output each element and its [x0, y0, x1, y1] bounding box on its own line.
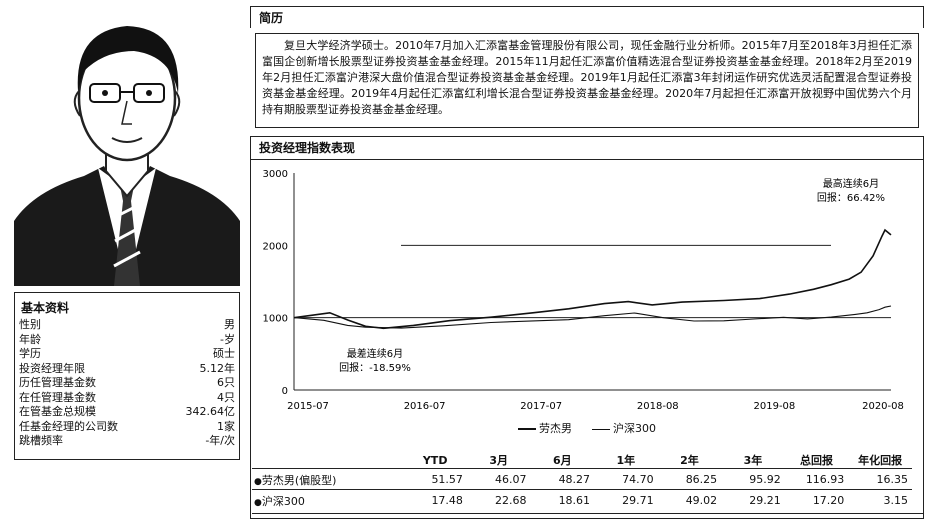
returns-header-row: YTD 3月 6月 1年 2年 3年 总回报 年化回报 — [252, 452, 912, 469]
info-value: 男 — [224, 318, 235, 331]
info-label: 历任管理基金数 — [19, 376, 96, 389]
info-value: -岁 — [220, 332, 235, 346]
x-tick-label: 2019-08 — [754, 401, 796, 412]
returns-header: 1年 — [616, 454, 636, 467]
returns-row: ●劳杰男(偏股型) 51.57 46.07 48.27 74.70 86.25 95.92 1… — [252, 468, 912, 490]
chart-legend: 劳杰男 沪深300 — [518, 420, 656, 436]
info-row: 性别 男 — [15, 318, 239, 333]
x-tick-label: 2018-08 — [637, 401, 679, 412]
returns-value: 29.21 — [749, 493, 781, 507]
basic-info-panel: 基本资料 性别 男年龄 -岁学历 硕士投资经理年限 5.12年历任管理基金数 6只在任管理… — [14, 292, 240, 460]
x-tick-label: 2015-07 — [287, 401, 329, 412]
series-name: 劳杰男(偏股型) — [261, 474, 337, 487]
y-tick-label: 0 — [282, 386, 288, 397]
returns-value: 29.71 — [622, 493, 654, 507]
returns-value: 95.92 — [749, 472, 781, 486]
bottom-divider — [252, 513, 924, 514]
info-value: -年/次 — [205, 434, 235, 447]
returns-header: 年化回报 — [858, 454, 903, 467]
returns-value: 74.70 — [622, 472, 654, 486]
info-value: 5.12年 — [199, 361, 236, 375]
info-label: 在任管理基金数 — [19, 390, 96, 404]
max-annotation-line1: 最高连续6月 — [823, 177, 879, 190]
returns-header: 3月 — [489, 454, 509, 467]
returns-value: 17.48 — [431, 493, 463, 507]
returns-value: 51.57 — [431, 472, 463, 486]
series-line-manager — [293, 228, 892, 330]
returns-value: 16.35 — [876, 472, 909, 486]
returns-value: 49.02 — [685, 493, 718, 507]
min-annotation-line2: 回报：-18.59% — [339, 361, 411, 374]
info-value: 硕士 — [213, 347, 235, 360]
info-row: 在任管理基金数 4只 — [15, 391, 239, 406]
series-marker-icon: ● — [254, 477, 262, 487]
returns-header: 3年 — [743, 454, 763, 467]
returns-value: 3.15 — [883, 493, 909, 507]
info-row: 跳槽频率 -年/次 — [15, 434, 239, 449]
info-row: 历任管理基金数 6只 — [15, 376, 239, 391]
info-value: 1家 — [217, 419, 235, 433]
chart-title: 投资经理指数表现 — [251, 137, 923, 160]
info-label: 学历 — [19, 347, 41, 360]
x-tick-label: 2020-08 — [862, 401, 904, 412]
y-tick-label: 3000 — [263, 169, 288, 180]
info-row: 年龄 -岁 — [15, 333, 239, 348]
legend-item-index: 沪深300 — [592, 420, 656, 436]
returns-header: 总回报 — [800, 454, 834, 467]
info-label: 投资经理年限 — [19, 361, 85, 375]
returns-row-name: ●劳杰男(偏股型) — [252, 469, 403, 490]
info-label: 任基金经理的公司数 — [19, 419, 118, 433]
bio-title: 简历 — [259, 11, 284, 25]
info-label: 跳槽频率 — [19, 434, 63, 447]
max-annotation-line2: 回报：66.42% — [817, 191, 885, 204]
returns-header: YTD — [422, 453, 448, 467]
legend-item-manager: 劳杰男 — [518, 420, 572, 436]
returns-row: ●沪深300 17.48 22.68 18.61 29.71 49.02 29.21 17.2… — [252, 489, 912, 511]
returns-value: 86.25 — [685, 472, 718, 486]
returns-row-name: ●沪深300 — [252, 490, 403, 511]
returns-table: YTD 3月 6月 1年 2年 3年 总回报 年化回报 ●劳杰男(偏股型) 51.57 46.07… — [252, 452, 912, 510]
returns-value: 17.20 — [812, 493, 845, 507]
info-row: 学历 硕士 — [15, 347, 239, 362]
portrait-sketch — [14, 6, 240, 286]
info-row: 任基金经理的公司数 1家 — [15, 420, 239, 435]
x-tick-label: 2017-07 — [520, 401, 562, 412]
bio-text-box: 复旦大学经济学硕士。2010年7月加入汇添富基金管理股份有限公司，现任金融行业分… — [255, 33, 919, 128]
returns-value: 46.07 — [495, 472, 527, 486]
performance-chart: 0 1000 2000 3000 2015-07 2016-07 2017-07 2018-0… — [263, 169, 904, 412]
info-row: 在管基金总规模 342.64亿 — [15, 405, 239, 420]
y-tick-label: 2000 — [263, 241, 288, 252]
info-label: 性别 — [19, 318, 41, 331]
basic-info-title: 基本资料 — [21, 301, 70, 315]
info-value: 342.64亿 — [185, 405, 236, 418]
returns-value: 22.68 — [495, 493, 527, 507]
info-label: 年龄 — [19, 332, 41, 346]
min-annotation-line1: 最差连续6月 — [347, 347, 403, 360]
info-label: 在管基金总规模 — [19, 405, 96, 418]
series-marker-icon: ● — [254, 498, 262, 508]
series-line-index — [293, 305, 892, 329]
returns-header: 6月 — [552, 454, 572, 467]
returns-table-wrap: YTD 3月 6月 1年 2年 3年 总回报 年化回报 ●劳杰男(偏股型) 51.57 46.07… — [252, 452, 922, 510]
info-row: 投资经理年限 5.12年 — [15, 362, 239, 377]
returns-value: 48.27 — [558, 472, 591, 486]
manager-portrait — [14, 6, 240, 286]
x-tick-label: 2016-07 — [404, 401, 446, 412]
returns-value: 18.61 — [558, 493, 591, 507]
info-value: 4只 — [217, 390, 235, 404]
bio-text: 复旦大学经济学硕士。2010年7月加入汇添富基金管理股份有限公司，现任金融行业分… — [262, 39, 912, 116]
y-tick-label: 1000 — [263, 314, 288, 325]
bio-panel: 简历 — [250, 6, 924, 28]
series-name: 沪深300 — [261, 495, 305, 508]
basic-info-list: 性别 男年龄 -岁学历 硕士投资经理年限 5.12年历任管理基金数 6只在任管理基金数 4只… — [15, 318, 239, 449]
returns-value: 116.93 — [805, 472, 845, 486]
info-value: 6只 — [217, 376, 235, 389]
returns-header: 2年 — [680, 454, 699, 467]
